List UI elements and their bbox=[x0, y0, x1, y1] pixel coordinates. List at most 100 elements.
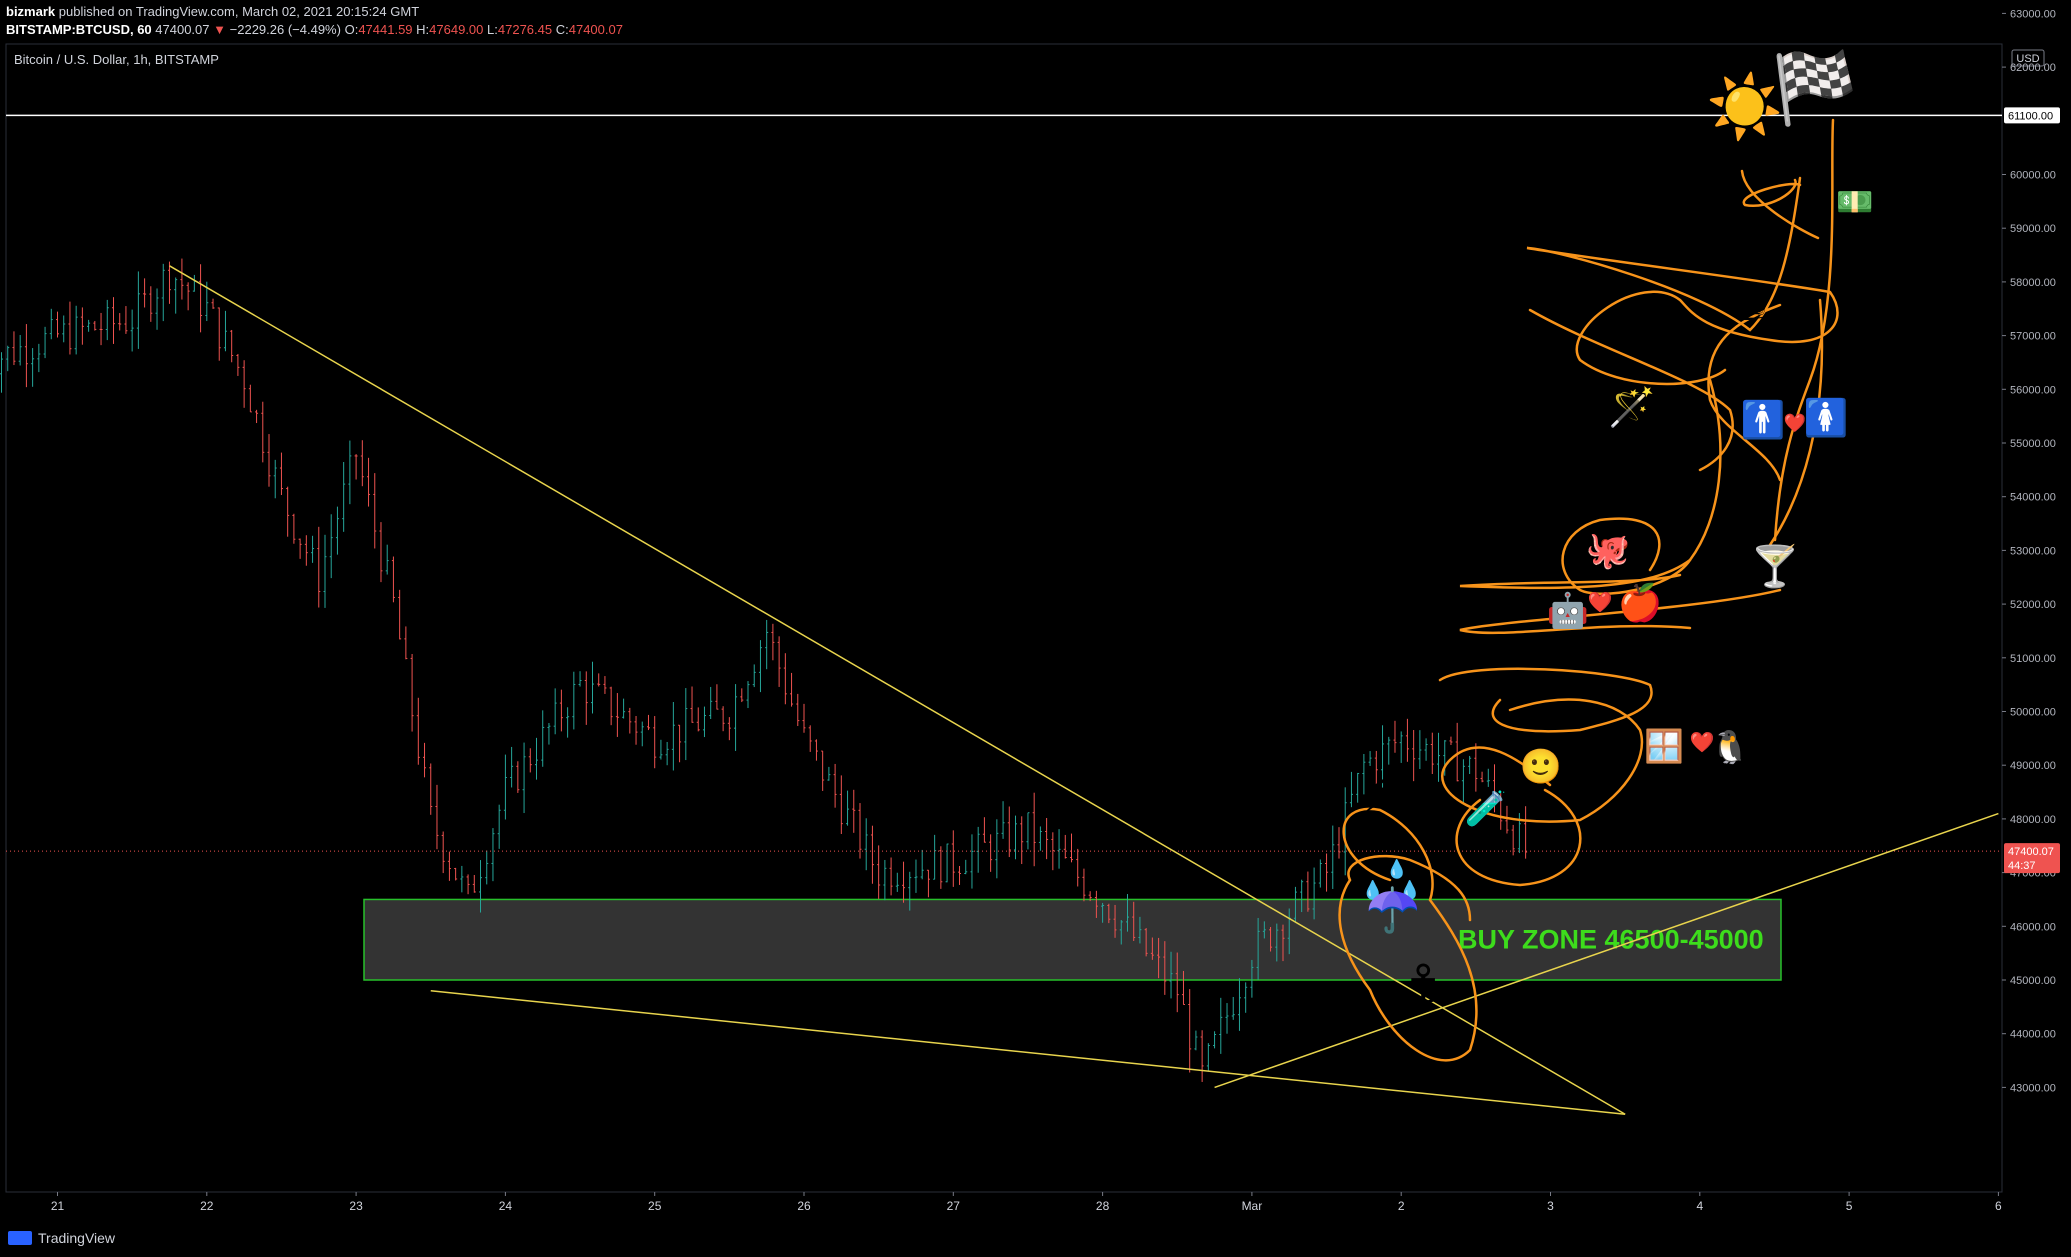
emoji-annotation: 🚺 bbox=[1804, 397, 1849, 439]
freehand-stroke bbox=[1338, 807, 1478, 1062]
footer: TradingView bbox=[0, 1222, 2071, 1257]
price-tick-label: 43000.00 bbox=[2010, 1082, 2056, 1094]
freehand-stroke bbox=[1768, 298, 1824, 547]
price-tick-label: 48000.00 bbox=[2010, 814, 2056, 826]
freehand-stroke bbox=[1441, 698, 1644, 823]
ohlc-line: BITSTAMP:BTCUSD, 60 47400.07 ▼ −2229.26 … bbox=[6, 22, 623, 37]
publish-info: bizmark published on TradingView.com, Ma… bbox=[6, 4, 419, 19]
last-price: 47400.07 bbox=[155, 22, 210, 37]
time-tick-label: Mar bbox=[1242, 1199, 1263, 1213]
emoji-annotation: ☕ bbox=[1732, 284, 1768, 330]
emoji-annotation: ❤️ bbox=[1588, 590, 1613, 614]
time-tick-label: 4 bbox=[1696, 1199, 1703, 1213]
open-label: O: bbox=[344, 22, 359, 37]
time-tick-label: 2 bbox=[1398, 1199, 1405, 1213]
freehand-stroke bbox=[1459, 588, 1782, 635]
price-tick-label: 51000.00 bbox=[2010, 653, 2056, 665]
emoji-annotation: 💧 bbox=[1386, 858, 1408, 880]
freehand-stroke bbox=[1438, 667, 1653, 733]
low-label: L: bbox=[487, 22, 498, 37]
price-tick-label: 60000.00 bbox=[2010, 170, 2056, 182]
publish-text: published on TradingView.com, March 02, … bbox=[58, 4, 420, 19]
emoji-annotation: 🐙 bbox=[1586, 530, 1631, 571]
price-change: −2229.26 (−4.49%) bbox=[229, 22, 341, 37]
price-tick-label: 59000.00 bbox=[2010, 223, 2056, 235]
time-tick-label: 28 bbox=[1096, 1199, 1110, 1213]
current-price-box bbox=[2004, 843, 2060, 874]
emoji-annotation: 🍎 bbox=[1618, 581, 1663, 624]
emoji-annotation: 🤖 bbox=[1547, 591, 1589, 631]
high-value: 47649.00 bbox=[429, 22, 484, 37]
trendline bbox=[169, 265, 1626, 1115]
time-tick-label: 21 bbox=[51, 1199, 65, 1213]
price-tick-label: 55000.00 bbox=[2010, 438, 2056, 450]
resistance-price-label: 61100.00 bbox=[2008, 110, 2053, 122]
emoji-annotation: 🐧 bbox=[1710, 728, 1750, 766]
freehand-stroke bbox=[1526, 176, 1839, 386]
emoji-annotation: 🪟 bbox=[1644, 727, 1684, 765]
resistance-price-box bbox=[2004, 107, 2060, 124]
price-tick-label: 57000.00 bbox=[2010, 331, 2056, 343]
emoji-annotation: 💵 bbox=[1836, 185, 1873, 220]
low-value: 47276.45 bbox=[497, 22, 553, 37]
freehand-drawings bbox=[1338, 118, 1839, 1062]
emoji-annotation: 💧 bbox=[1362, 879, 1384, 901]
buy-zone-label: BUY ZONE 46500-45000 bbox=[1458, 925, 1764, 955]
current-price-label: 47400.07 bbox=[2008, 846, 2054, 858]
freehand-stroke bbox=[1561, 517, 1692, 595]
price-tick-label: 49000.00 bbox=[2010, 760, 2056, 772]
time-tick-label: 3 bbox=[1547, 1199, 1554, 1213]
emoji-annotation: 🚹 bbox=[1741, 399, 1786, 441]
price-levels: 61100.00 47400.07 44:37 bbox=[6, 107, 2060, 874]
time-tick-label: 26 bbox=[797, 1199, 811, 1213]
time-tick-label: 24 bbox=[499, 1199, 513, 1213]
emoji-annotation: ☂️ bbox=[1366, 885, 1421, 936]
price-tick-label: 54000.00 bbox=[2010, 492, 2056, 504]
emoji-annotation: ❤️ bbox=[1690, 730, 1715, 754]
tradingview-logo[interactable]: TradingView bbox=[8, 1230, 115, 1246]
emoji-annotation: ❤️ bbox=[1784, 413, 1807, 434]
time-axis[interactable]: 21 22 23 24 25 26 27 28 Mar 2 3 4 5 6 bbox=[6, 1191, 2002, 1213]
plot-frame bbox=[5, 43, 2003, 1193]
emoji-annotation: 🙂 bbox=[1520, 747, 1562, 787]
buy-zone-box bbox=[363, 898, 1782, 981]
price-tick-label: 63000.00 bbox=[2010, 8, 2056, 20]
freehand-stroke bbox=[1459, 378, 1722, 590]
price-tick-label: 45000.00 bbox=[2010, 975, 2056, 987]
price-chart[interactable]: Bitcoin / U.S. Dollar, 1h, BITSTAMP USD … bbox=[0, 0, 2071, 1222]
emoji-annotation: 🏁 bbox=[1771, 47, 1858, 129]
price-tick-label: 53000.00 bbox=[2010, 545, 2056, 557]
currency-box[interactable] bbox=[2011, 49, 2045, 67]
author-name[interactable]: bizmark bbox=[6, 4, 56, 19]
time-tick-label: 23 bbox=[349, 1199, 363, 1213]
price-tick-label: 52000.00 bbox=[2010, 599, 2056, 611]
tradingview-icon bbox=[8, 1231, 32, 1245]
time-tick-label: 22 bbox=[200, 1199, 214, 1213]
price-tick-label: 44000.00 bbox=[2010, 1029, 2056, 1041]
brand-name: TradingView bbox=[38, 1230, 116, 1246]
emoji-annotations: ☀️🏁💵☕🪄 🚹❤️🚺🐙 🍸🤖❤️ 🍎🙂🪟 ❤️🐧⚡ 🧪💧💧 💧☂️⚓ bbox=[1358, 47, 1874, 1016]
open-value: 47441.59 bbox=[358, 22, 413, 37]
high-label: H: bbox=[416, 22, 430, 37]
chart-header: bizmark published on TradingView.com, Ma… bbox=[0, 0, 2071, 44]
buy-zone: BUY ZONE 46500-45000 bbox=[363, 898, 1782, 981]
price-axis[interactable]: 63000.00 62000.00 60000.00 59000.00 58000.00… bbox=[2002, 8, 2056, 1094]
emoji-annotation: 🍸 bbox=[1750, 542, 1800, 590]
emoji-annotation: 🪄 bbox=[1608, 385, 1655, 429]
trendlines bbox=[169, 265, 1999, 1115]
freehand-stroke bbox=[1742, 178, 1802, 208]
emoji-annotation: ⚡ bbox=[1358, 761, 1399, 829]
freehand-stroke bbox=[1740, 169, 1820, 240]
freehand-stroke bbox=[1455, 788, 1582, 887]
price-tick-label: 56000.00 bbox=[2010, 384, 2056, 396]
symbol-label: BITSTAMP:BTCUSD, 60 bbox=[6, 22, 152, 37]
emoji-annotation: ⚓ bbox=[1399, 953, 1447, 1016]
time-tick-label: 5 bbox=[1846, 1199, 1853, 1213]
price-tick-label: 58000.00 bbox=[2010, 277, 2056, 289]
close-value: 47400.07 bbox=[568, 22, 623, 37]
chart-title: Bitcoin / U.S. Dollar, 1h, BITSTAMP bbox=[14, 52, 219, 67]
change-arrow-icon: ▼ bbox=[213, 22, 227, 37]
trendline bbox=[430, 989, 1626, 1115]
emoji-annotation: ☀️ bbox=[1706, 69, 1783, 144]
time-tick-label: 27 bbox=[947, 1199, 961, 1213]
